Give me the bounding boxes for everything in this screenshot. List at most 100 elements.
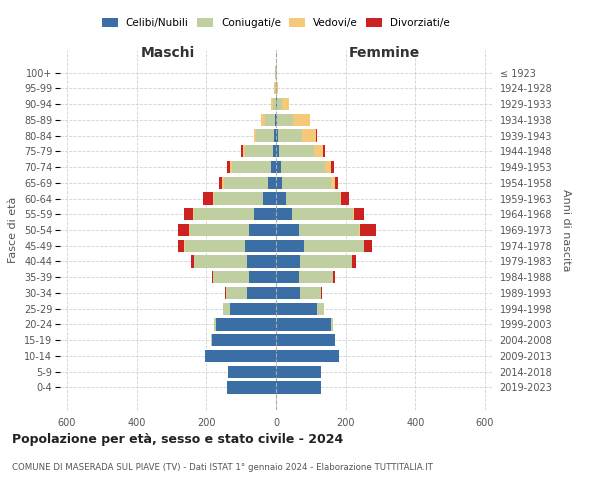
Bar — [227, 382, 276, 394]
Bar — [276, 366, 320, 378]
Bar — [276, 161, 281, 173]
Bar — [241, 145, 243, 158]
Bar — [280, 145, 314, 158]
Bar — [225, 287, 226, 299]
Bar — [323, 145, 325, 158]
Bar — [359, 224, 376, 236]
Bar — [212, 271, 213, 283]
Bar — [282, 176, 331, 189]
Text: COMUNE DI MASERADA SUL PIAVE (TV) - Dati ISTAT 1° gennaio 2024 - Elaborazione TU: COMUNE DI MASERADA SUL PIAVE (TV) - Dati… — [12, 462, 433, 471]
Bar — [203, 192, 213, 204]
Text: Femmine: Femmine — [349, 46, 419, 60]
Bar — [268, 176, 276, 189]
Bar — [254, 208, 276, 220]
Bar — [276, 318, 331, 330]
Bar — [190, 224, 249, 236]
Bar — [249, 224, 276, 236]
Bar — [243, 145, 245, 158]
Bar — [184, 240, 185, 252]
Bar — [256, 130, 274, 141]
Bar — [299, 271, 333, 283]
Bar — [213, 192, 214, 204]
Bar — [301, 287, 320, 299]
Bar — [223, 302, 230, 315]
Bar — [230, 302, 276, 315]
Bar — [245, 240, 276, 252]
Bar — [271, 98, 273, 110]
Bar — [282, 98, 289, 110]
Bar — [194, 208, 254, 220]
Bar — [265, 114, 275, 126]
Bar — [272, 145, 276, 158]
Bar — [214, 192, 263, 204]
Bar — [216, 318, 276, 330]
Bar — [222, 176, 224, 189]
Bar — [273, 98, 275, 110]
Bar — [320, 287, 322, 299]
Bar — [276, 224, 299, 236]
Bar — [304, 240, 364, 252]
Bar — [276, 350, 340, 362]
Bar — [355, 208, 364, 220]
Bar — [232, 161, 271, 173]
Bar — [276, 271, 299, 283]
Bar — [314, 145, 323, 158]
Bar — [331, 176, 335, 189]
Bar — [276, 98, 277, 110]
Bar — [218, 176, 222, 189]
Bar — [276, 192, 286, 204]
Bar — [189, 224, 190, 236]
Bar — [281, 161, 325, 173]
Bar — [274, 130, 276, 141]
Bar — [278, 130, 302, 141]
Legend: Celibi/Nubili, Coniugati/e, Vedovi/e, Divorziati/e: Celibi/Nubili, Coniugati/e, Vedovi/e, Di… — [100, 16, 452, 30]
Bar — [247, 256, 276, 268]
Text: Popolazione per età, sesso e stato civile - 2024: Popolazione per età, sesso e stato civil… — [12, 432, 343, 446]
Bar — [299, 224, 359, 236]
Bar — [276, 240, 304, 252]
Text: Maschi: Maschi — [141, 46, 195, 60]
Bar — [214, 318, 216, 330]
Bar — [191, 256, 194, 268]
Bar — [211, 334, 212, 346]
Y-axis label: Fasce di età: Fasce di età — [8, 197, 19, 263]
Bar — [331, 318, 333, 330]
Bar — [340, 192, 341, 204]
Bar — [277, 82, 278, 94]
Bar — [228, 366, 276, 378]
Bar — [276, 130, 278, 141]
Bar — [184, 208, 193, 220]
Bar — [353, 208, 355, 220]
Bar — [317, 302, 324, 315]
Bar — [276, 382, 320, 394]
Bar — [352, 256, 356, 268]
Bar — [276, 176, 282, 189]
Bar — [302, 130, 316, 141]
Bar — [276, 114, 277, 126]
Bar — [249, 271, 276, 283]
Bar — [213, 271, 249, 283]
Bar — [247, 287, 276, 299]
Bar — [333, 271, 335, 283]
Bar — [230, 161, 232, 173]
Bar — [277, 98, 282, 110]
Bar — [364, 240, 372, 252]
Bar — [276, 287, 301, 299]
Bar — [293, 114, 310, 126]
Bar — [325, 161, 331, 173]
Bar — [194, 256, 247, 268]
Bar — [254, 130, 256, 141]
Bar — [193, 208, 194, 220]
Bar — [263, 192, 276, 204]
Bar — [276, 334, 335, 346]
Bar — [261, 114, 265, 126]
Bar — [227, 161, 230, 173]
Bar — [271, 161, 276, 173]
Bar — [301, 256, 352, 268]
Bar — [286, 192, 340, 204]
Bar — [205, 350, 276, 362]
Bar — [276, 256, 301, 268]
Bar — [185, 240, 245, 252]
Bar — [276, 208, 292, 220]
Bar — [277, 114, 293, 126]
